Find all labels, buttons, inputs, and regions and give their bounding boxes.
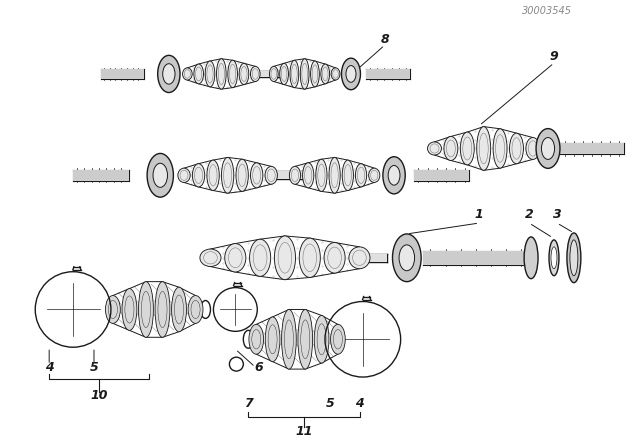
Ellipse shape <box>250 239 271 276</box>
Ellipse shape <box>269 66 278 82</box>
Ellipse shape <box>138 282 154 337</box>
Ellipse shape <box>239 63 249 85</box>
Polygon shape <box>423 251 529 265</box>
Ellipse shape <box>314 315 329 363</box>
Ellipse shape <box>329 157 340 193</box>
Ellipse shape <box>388 165 400 185</box>
Polygon shape <box>414 170 469 181</box>
Ellipse shape <box>444 137 458 160</box>
Text: 7: 7 <box>244 397 253 410</box>
Text: 1: 1 <box>475 208 484 221</box>
Ellipse shape <box>342 160 353 190</box>
Ellipse shape <box>551 247 557 269</box>
Ellipse shape <box>509 133 524 164</box>
Ellipse shape <box>300 238 321 277</box>
Ellipse shape <box>157 56 180 93</box>
Ellipse shape <box>298 310 312 369</box>
Ellipse shape <box>221 157 234 193</box>
Ellipse shape <box>321 64 330 84</box>
Ellipse shape <box>147 154 173 197</box>
Ellipse shape <box>300 59 309 89</box>
Ellipse shape <box>228 60 237 88</box>
Polygon shape <box>360 254 387 262</box>
Ellipse shape <box>250 66 260 82</box>
Ellipse shape <box>182 68 192 80</box>
Ellipse shape <box>355 164 367 187</box>
Ellipse shape <box>428 142 442 155</box>
Text: 11: 11 <box>295 425 313 438</box>
Ellipse shape <box>331 68 340 80</box>
Ellipse shape <box>249 324 264 354</box>
Ellipse shape <box>549 240 559 276</box>
Ellipse shape <box>493 129 507 168</box>
Ellipse shape <box>526 138 540 159</box>
Polygon shape <box>560 142 623 155</box>
Text: 10: 10 <box>90 389 108 402</box>
Ellipse shape <box>346 65 356 82</box>
Ellipse shape <box>265 166 277 184</box>
Ellipse shape <box>155 282 170 337</box>
Ellipse shape <box>310 61 319 87</box>
Ellipse shape <box>200 249 221 267</box>
Ellipse shape <box>383 157 405 194</box>
Ellipse shape <box>178 168 190 182</box>
Polygon shape <box>101 69 144 78</box>
Text: 5: 5 <box>326 397 334 410</box>
Ellipse shape <box>290 60 299 88</box>
Ellipse shape <box>122 289 137 330</box>
Polygon shape <box>255 70 286 78</box>
Ellipse shape <box>524 237 538 279</box>
Ellipse shape <box>324 242 345 273</box>
Text: 2: 2 <box>525 208 534 221</box>
Ellipse shape <box>193 164 205 187</box>
Text: 6: 6 <box>254 361 262 374</box>
Text: 9: 9 <box>550 50 558 63</box>
Ellipse shape <box>399 245 415 271</box>
Ellipse shape <box>342 58 360 90</box>
Ellipse shape <box>172 287 186 332</box>
Ellipse shape <box>331 324 345 354</box>
Ellipse shape <box>194 64 204 84</box>
Ellipse shape <box>275 236 296 280</box>
Text: 30003545: 30003545 <box>522 6 572 16</box>
Ellipse shape <box>369 168 380 182</box>
Ellipse shape <box>570 240 578 276</box>
Ellipse shape <box>536 129 560 168</box>
Ellipse shape <box>106 296 120 323</box>
Ellipse shape <box>303 163 314 188</box>
Ellipse shape <box>349 247 370 269</box>
Ellipse shape <box>289 166 301 184</box>
Ellipse shape <box>188 296 203 323</box>
Ellipse shape <box>153 163 168 187</box>
Ellipse shape <box>460 132 474 165</box>
Ellipse shape <box>236 159 248 191</box>
Ellipse shape <box>205 61 215 87</box>
Ellipse shape <box>567 233 581 283</box>
Polygon shape <box>366 69 410 78</box>
Polygon shape <box>271 171 311 179</box>
Text: 8: 8 <box>380 33 389 46</box>
Ellipse shape <box>541 138 555 159</box>
Text: 4: 4 <box>355 397 364 410</box>
Text: 4: 4 <box>45 361 54 374</box>
Ellipse shape <box>207 160 220 190</box>
Ellipse shape <box>316 159 327 191</box>
Ellipse shape <box>250 163 263 188</box>
Ellipse shape <box>282 310 296 369</box>
Text: 5: 5 <box>90 361 99 374</box>
Polygon shape <box>73 170 129 181</box>
Ellipse shape <box>216 59 226 89</box>
Ellipse shape <box>265 317 280 362</box>
Ellipse shape <box>280 63 289 85</box>
Ellipse shape <box>225 244 246 272</box>
Ellipse shape <box>477 127 491 170</box>
Text: 3: 3 <box>552 208 561 221</box>
Ellipse shape <box>392 234 421 282</box>
Ellipse shape <box>163 64 175 84</box>
